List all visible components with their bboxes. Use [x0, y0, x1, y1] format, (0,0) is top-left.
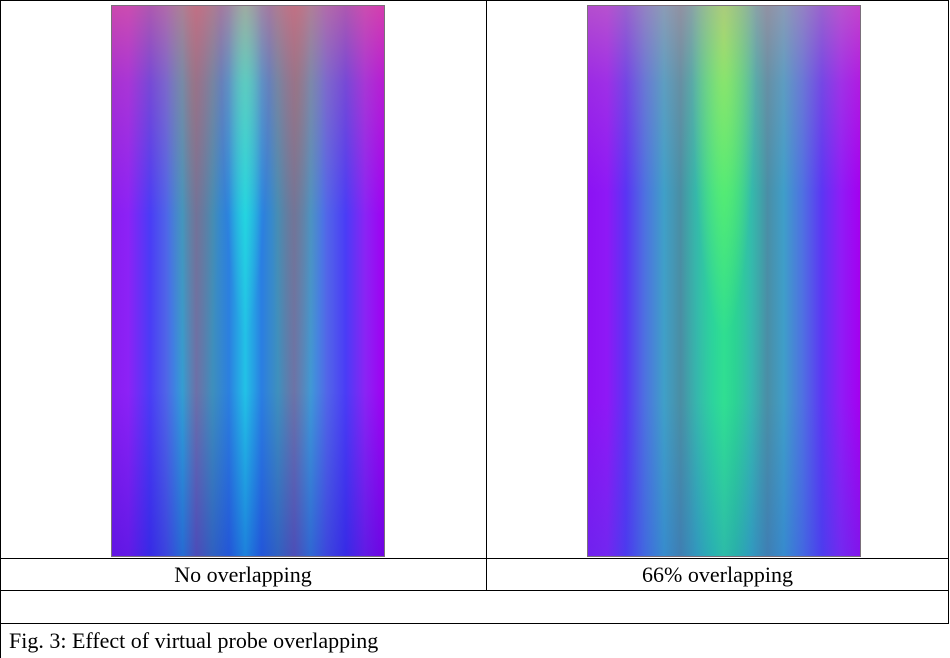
table-divider [0, 590, 949, 591]
table-border [0, 0, 1, 658]
field-visualization [588, 6, 860, 556]
simulation-image-66-overlap [587, 5, 861, 557]
simulation-image-no-overlap [111, 5, 385, 557]
table-border [948, 0, 949, 624]
field-visualization [112, 6, 384, 556]
table-divider [0, 558, 949, 559]
table-divider [0, 623, 949, 624]
panel-label-left: No overlapping [174, 562, 312, 587]
table-divider [486, 0, 487, 591]
panel-label-right: 66% overlapping [642, 562, 793, 587]
figure-caption: Fig. 3: Effect of virtual probe overlapp… [9, 628, 379, 653]
table-border [0, 0, 949, 1]
